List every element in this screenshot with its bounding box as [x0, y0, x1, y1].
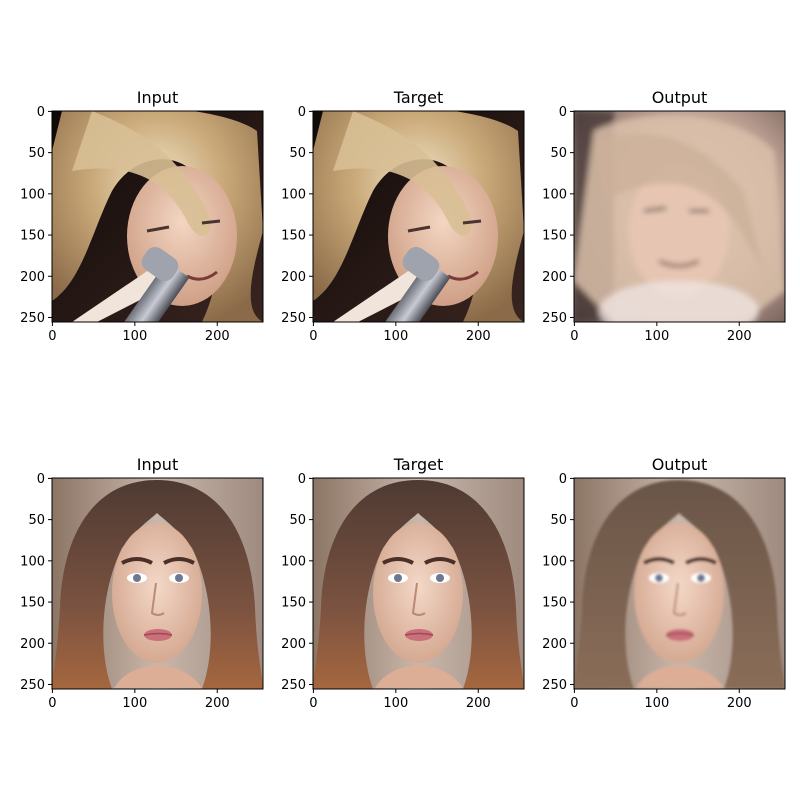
y-tick-label: 250	[542, 311, 567, 326]
axes-frame	[573, 110, 786, 323]
y-tick-label: 200	[281, 637, 306, 652]
y-tick-label: 100	[542, 554, 567, 569]
y-tick-label: 200	[20, 637, 45, 652]
y-tick-label: 50	[550, 146, 567, 161]
x-tick-label: 100	[383, 329, 408, 344]
y-tick-label: 150	[281, 596, 306, 611]
y-tick-label: 200	[281, 270, 306, 285]
x-tick-label: 0	[570, 696, 578, 711]
axes-frame	[573, 477, 786, 690]
y-tick-label: 250	[20, 678, 45, 693]
y-tick-label: 150	[542, 596, 567, 611]
x-tick-label: 200	[205, 329, 230, 344]
panel-title: Output	[652, 88, 708, 107]
y-tick-label: 100	[542, 187, 567, 202]
y-tick-label: 0	[559, 105, 567, 120]
y-tick-label: 0	[37, 105, 45, 120]
y-tick-label: 150	[20, 229, 45, 244]
y-tick-label: 50	[550, 513, 567, 528]
x-tick-label: 100	[644, 696, 669, 711]
panel-title: Input	[137, 88, 178, 107]
axes-frame	[51, 477, 264, 690]
x-tick-label: 200	[466, 696, 491, 711]
y-tick-label: 0	[298, 472, 306, 487]
y-tick-label: 0	[298, 105, 306, 120]
panel-title: Input	[137, 455, 178, 474]
panel-r2-c1: Input 0 100 200 0 50 100 150 200 250	[20, 455, 264, 711]
y-tick-label: 200	[542, 270, 567, 285]
y-tick-label: 0	[37, 472, 45, 487]
y-tick-label: 250	[281, 678, 306, 693]
y-tick-label: 250	[542, 678, 567, 693]
y-tick-label: 100	[20, 554, 45, 569]
singer-with-microphone-sharp-image	[52, 111, 263, 322]
y-tick-label: 150	[542, 229, 567, 244]
panel-title: Target	[393, 88, 444, 107]
y-tick-label: 50	[289, 146, 306, 161]
y-tick-label: 200	[20, 270, 45, 285]
y-tick-label: 0	[559, 472, 567, 487]
axes-frame	[51, 110, 264, 323]
y-tick-label: 250	[281, 311, 306, 326]
axes-frame	[312, 110, 525, 323]
y-tick-label: 50	[289, 513, 306, 528]
x-tick-label: 100	[644, 329, 669, 344]
x-tick-label: 100	[122, 329, 147, 344]
x-tick-label: 0	[48, 329, 56, 344]
y-tick-label: 100	[20, 187, 45, 202]
y-tick-label: 150	[20, 596, 45, 611]
x-tick-label: 0	[48, 696, 56, 711]
woman-portrait-long-brown-hair-image	[52, 478, 263, 689]
woman-portrait-long-brown-hair-image	[313, 478, 524, 689]
panel-title: Output	[652, 455, 708, 474]
panel-r1-c2: Target 0 100 200 0 50 100 150 200 250	[281, 88, 525, 344]
singer-with-microphone-sharp-image	[313, 111, 524, 322]
panel-title: Target	[393, 455, 444, 474]
y-tick-label: 200	[542, 637, 567, 652]
x-tick-label: 200	[727, 329, 752, 344]
x-tick-label: 0	[309, 696, 317, 711]
axes-frame	[312, 477, 525, 690]
panel-r2-c3: Output 0 100 200 0 50 100 150 200 250	[542, 455, 786, 711]
x-tick-label: 200	[727, 696, 752, 711]
x-tick-label: 100	[383, 696, 408, 711]
x-tick-label: 0	[570, 329, 578, 344]
x-tick-label: 200	[205, 696, 230, 711]
y-tick-label: 50	[28, 146, 45, 161]
y-tick-label: 150	[281, 229, 306, 244]
y-tick-label: 100	[281, 187, 306, 202]
panel-r1-c3: Output 0 100 200 0 50 100 150 200 250	[542, 88, 786, 344]
x-tick-label: 0	[309, 329, 317, 344]
singer-blurred-reconstruction-image	[574, 111, 785, 322]
woman-portrait-smooth-reconstruction-image	[574, 478, 785, 689]
y-tick-label: 50	[28, 513, 45, 528]
x-tick-label: 200	[466, 329, 491, 344]
panel-r2-c2: Target 0 100 200 0 50 100 150 200 250	[281, 455, 525, 711]
y-tick-label: 100	[281, 554, 306, 569]
x-tick-label: 100	[122, 696, 147, 711]
y-tick-label: 250	[20, 311, 45, 326]
panel-r1-c1: Input 0 100 200 0 50 100 150 200 250	[20, 88, 264, 344]
